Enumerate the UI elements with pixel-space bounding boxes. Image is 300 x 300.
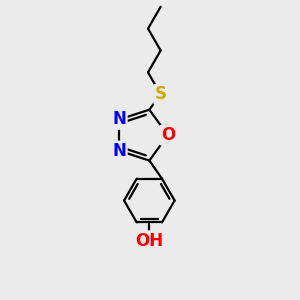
Text: N: N [112, 110, 126, 128]
Text: O: O [161, 126, 175, 144]
Text: N: N [112, 142, 126, 160]
Text: S: S [154, 85, 166, 103]
Text: OH: OH [135, 232, 164, 250]
